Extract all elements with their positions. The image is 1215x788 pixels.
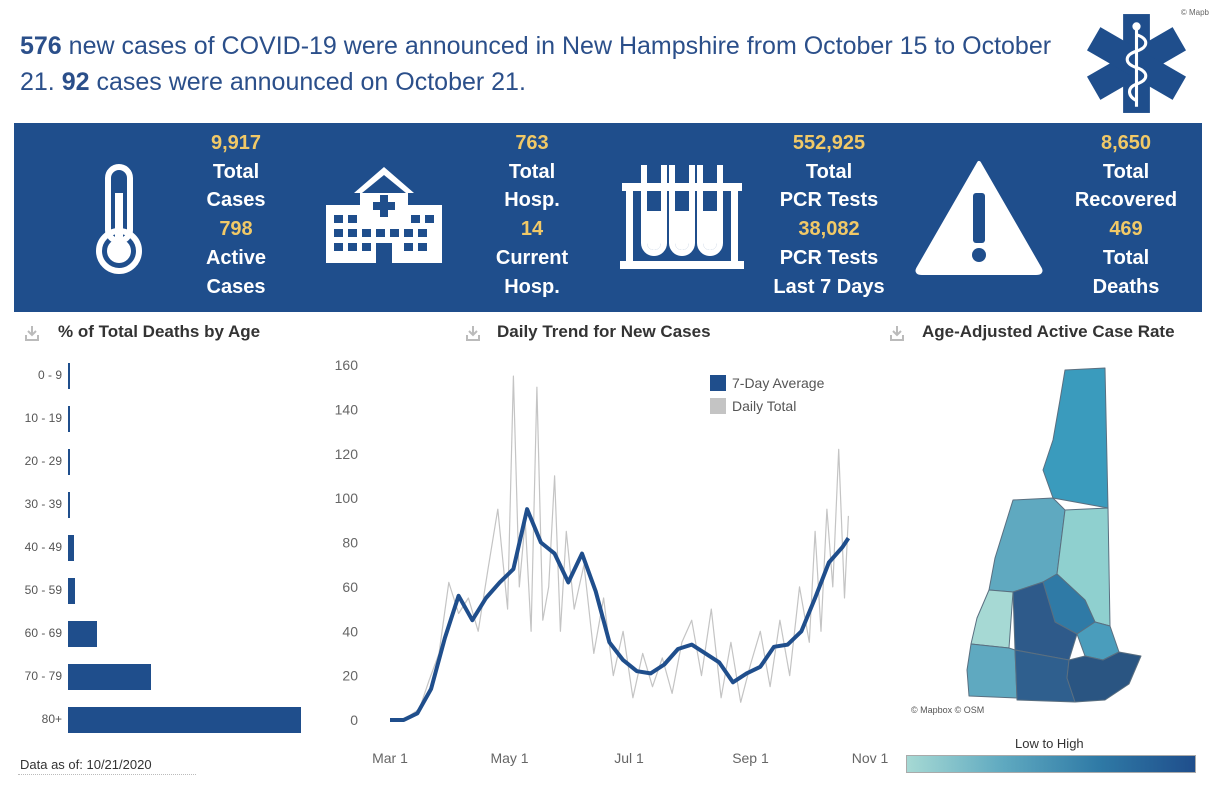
- download-icon[interactable]: [889, 325, 905, 341]
- x-tick-label: Sep 1: [732, 750, 769, 766]
- legend-label[interactable]: 7-Day Average: [732, 375, 825, 391]
- age-label: 60 - 69: [24, 626, 62, 640]
- week-tests-label-1: PCR Tests: [779, 246, 879, 269]
- week-tests-label-2: Last 7 Days: [773, 275, 885, 298]
- total-tests-label-1: Total: [805, 160, 853, 183]
- map-legend-gradient: [906, 755, 1196, 773]
- y-tick-label: 120: [335, 446, 359, 462]
- age-label: 10 - 19: [24, 411, 62, 425]
- total-hosp-label-1: Total: [508, 160, 556, 183]
- hospital-icon: [326, 167, 442, 263]
- total-tests-value: 552,925: [792, 132, 866, 154]
- y-tick-label: 60: [342, 579, 358, 595]
- age-label: 70 - 79: [24, 669, 62, 683]
- current-hosp-label-1: Current: [495, 246, 569, 269]
- x-tick-label: Jul 1: [614, 750, 644, 766]
- age-bar[interactable]: [68, 535, 74, 561]
- headline-text-1: new cases of COVID-19 were announced in …: [20, 32, 1052, 96]
- active-cases-label-1: Active: [205, 246, 267, 269]
- y-tick-label: 160: [335, 357, 359, 373]
- tests-stat: 552,925 Total PCR Tests 38,082 PCR Tests…: [754, 129, 904, 301]
- total-cases-label-1: Total: [212, 160, 260, 183]
- age-label: 50 - 59: [24, 583, 62, 597]
- age-label: 30 - 39: [24, 497, 62, 511]
- total-deaths-label-2: Deaths: [1092, 275, 1160, 298]
- cases-stat: 9,917 Total Cases 798 Active Cases: [161, 129, 311, 301]
- total-tests-label-2: PCR Tests: [779, 189, 879, 212]
- legend-swatch[interactable]: [710, 398, 726, 414]
- current-hosp-value: 14: [520, 218, 544, 241]
- stats-banner: 9,917 Total Cases 798 Active Cases 763 T…: [14, 123, 1202, 312]
- nh-county-map[interactable]: [905, 360, 1205, 720]
- headline-day-cases: 92: [61, 68, 90, 96]
- hosp-stat: 763 Total Hosp. 14 Current Hosp.: [457, 129, 607, 301]
- y-tick-label: 80: [342, 535, 358, 551]
- outcomes-stat: 8,650 Total Recovered 469 Total Deaths: [1051, 129, 1201, 301]
- age-label: 20 - 29: [24, 454, 62, 468]
- daily-trend-title: Daily Trend for New Cases: [497, 322, 711, 341]
- download-icon[interactable]: [24, 325, 40, 341]
- y-tick-label: 140: [335, 401, 359, 417]
- warning-icon: [915, 161, 1043, 275]
- total-hosp-value: 763: [515, 132, 549, 154]
- mapbox-attribution: © Mapb: [1180, 8, 1209, 17]
- map-credit: © Mapbox © OSM: [911, 705, 985, 715]
- total-cases-value: 9,917: [210, 132, 262, 154]
- total-recovered-label-2: Recovered: [1074, 189, 1178, 212]
- map-title: Age-Adjusted Active Case Rate: [922, 322, 1175, 341]
- y-tick-label: 100: [335, 490, 359, 506]
- x-tick-label: Mar 1: [372, 750, 408, 766]
- test-tubes-icon: [620, 165, 744, 269]
- daily-trend-chart: 0 20 40 60 80 100 120 140 160 Mar 1 May 1 Jul 1 Sep …: [335, 357, 889, 766]
- county-rockingham[interactable]: [1066, 651, 1142, 703]
- deaths-by-age-title: % of Total Deaths by Age: [58, 322, 261, 341]
- thermometer-icon: [96, 164, 142, 274]
- y-tick-label: 0: [350, 712, 358, 728]
- current-hosp-label-2: Hosp.: [504, 275, 560, 298]
- age-bar[interactable]: [68, 492, 70, 518]
- x-tick-label: May 1: [490, 750, 528, 766]
- y-tick-label: 20: [342, 668, 358, 684]
- age-bar[interactable]: [68, 621, 97, 647]
- age-bar[interactable]: [68, 449, 70, 475]
- series-line-7-day-average[interactable]: [390, 507, 851, 722]
- week-tests-value: 38,082: [798, 218, 860, 241]
- age-label: 0 - 9: [37, 368, 62, 382]
- x-tick-label: Nov 1: [852, 750, 889, 766]
- age-bar[interactable]: [68, 707, 301, 733]
- county-coos[interactable]: [1042, 367, 1109, 509]
- total-hosp-label-2: Hosp.: [504, 189, 560, 212]
- total-deaths-value: 469: [1109, 218, 1143, 241]
- legend-label[interactable]: Daily Total: [732, 398, 796, 414]
- y-tick-label: 40: [342, 623, 358, 639]
- legend-swatch[interactable]: [710, 375, 726, 391]
- total-recovered-value: 8,650: [1100, 132, 1152, 154]
- headline: 576 new cases of COVID-19 were announced…: [20, 28, 1060, 100]
- download-icon[interactable]: [465, 325, 481, 341]
- divider: [18, 774, 196, 776]
- total-deaths-label-1: Total: [1102, 246, 1150, 269]
- active-cases-label-2: Cases: [206, 275, 266, 298]
- headline-new-cases: 576: [20, 32, 62, 60]
- total-cases-label-2: Cases: [206, 189, 266, 212]
- age-bar[interactable]: [68, 406, 70, 432]
- data-as-of: Data as of: 10/21/2020: [20, 757, 152, 772]
- age-bar[interactable]: [68, 664, 151, 690]
- age-bar[interactable]: [68, 363, 70, 389]
- star-of-life-icon: [1086, 14, 1187, 113]
- age-bar[interactable]: [68, 578, 75, 604]
- total-recovered-label-1: Total: [1102, 160, 1150, 183]
- county-cheshire[interactable]: [966, 643, 1018, 699]
- deaths-by-age-chart: 0 - 9 10 - 19 20 - 29 30 - 39 40 - 49 50 - 59…: [0, 355, 320, 745]
- headline-text-2: cases were announced on October 21.: [89, 68, 526, 96]
- age-label: 80+: [41, 712, 62, 726]
- county-sullivan[interactable]: [970, 589, 1014, 649]
- age-label: 40 - 49: [24, 540, 62, 554]
- map-legend-label: Low to High: [1015, 736, 1084, 751]
- active-cases-value: 798: [219, 218, 253, 241]
- series-line-daily-total[interactable]: [390, 375, 849, 721]
